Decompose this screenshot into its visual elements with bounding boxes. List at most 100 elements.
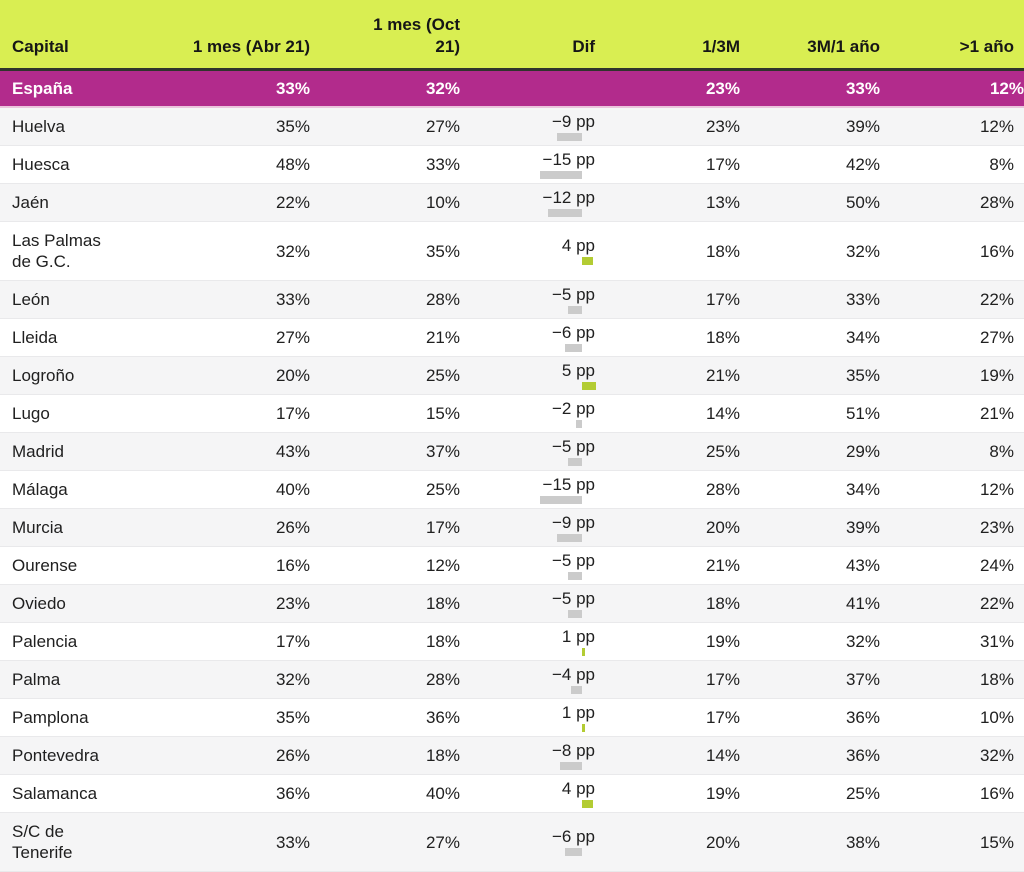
cell-capital: Lugo (0, 394, 130, 433)
dif-value-with-bar: −5 pp (460, 551, 595, 581)
cell-mas-1ano: 18% (880, 660, 1024, 699)
cell-1mes-oct21: 28% (310, 660, 460, 699)
dif-bar-negative (568, 571, 582, 580)
cell-capital: Jaén (0, 183, 130, 222)
cell-1mes-abr21: 35% (130, 698, 310, 737)
cell-dif: −8 pp (460, 736, 595, 775)
dif-label: −2 pp (551, 398, 595, 418)
cell-mas-1ano: 31% (880, 622, 1024, 661)
cell-3m-1ano: 39% (740, 508, 880, 547)
cell-mas-1ano: 21% (880, 394, 1024, 433)
dif-value-with-bar: −6 pp (460, 827, 595, 857)
cell-dif: −15 pp (460, 145, 595, 184)
cell-dif: −12 pp (460, 183, 595, 222)
dif-label: 1 pp (561, 702, 595, 722)
cell-1mes-abr21: 17% (130, 622, 310, 661)
dif-label: 1 pp (561, 626, 595, 646)
cell-1mes-oct21: 21% (310, 318, 460, 357)
dif-label: −5 pp (551, 588, 595, 608)
cell-3m-1ano: 36% (740, 736, 880, 775)
dif-bar-track (460, 723, 595, 733)
cell-1mes-oct21: 27% (310, 812, 460, 872)
cell-dif: −9 pp (460, 107, 595, 146)
table-body: España 33% 32% 23% 33% 12% Huelva 35% 27% −9 pp 23… (0, 69, 1024, 872)
dif-bar-track (460, 533, 595, 543)
table-row: Salamanca 36% 40% 4 pp 19% 25% 16% (0, 774, 1024, 813)
dif-bar-negative (559, 761, 582, 770)
cell-mas-1ano: 27% (880, 318, 1024, 357)
dif-value-with-bar: −8 pp (460, 741, 595, 771)
cell-capital: S/C de Tenerife (0, 812, 130, 872)
cell-mas-1ano: 16% (880, 221, 1024, 281)
cell-1-3m: 20% (595, 508, 740, 547)
table-row: León 33% 28% −5 pp 17% 33% 22% (0, 280, 1024, 319)
cell-1mes-oct21: 25% (310, 356, 460, 395)
cell-dif: −15 pp (460, 470, 595, 509)
table-row: Palma 32% 28% −4 pp 17% 37% 18% (0, 660, 1024, 699)
cell-1mes-abr21: 33% (130, 812, 310, 872)
cell-1mes-abr21: 43% (130, 432, 310, 471)
dif-value-with-bar: −12 pp (460, 188, 595, 218)
cell-1mes-abr21: 48% (130, 145, 310, 184)
cell-1mes-oct21: 25% (310, 470, 460, 509)
cell-1mes-abr21: 32% (130, 221, 310, 281)
cell-mas-1ano: 16% (880, 774, 1024, 813)
cell-3m-1ano: 41% (740, 584, 880, 623)
cell-capital: Lleida (0, 318, 130, 357)
table-row: S/C de Tenerife 33% 27% −6 pp 20% 38% 15% (0, 812, 1024, 872)
dif-bar-track (460, 685, 595, 695)
th-capital: Capital (0, 0, 130, 71)
dif-bar-track (460, 343, 595, 353)
cell-1mes-abr21: 26% (130, 736, 310, 775)
cell-dif: 5 pp (460, 356, 596, 395)
cell-capital: Ourense (0, 546, 130, 585)
th-dif: Dif (460, 0, 595, 71)
cell-mas-1ano: 12% (880, 107, 1024, 146)
cell-1mes-oct21: 40% (310, 774, 460, 813)
cell-1mes-oct21: 37% (310, 432, 460, 471)
cell-dif: 1 pp (460, 622, 595, 661)
dif-bar-track (460, 419, 595, 429)
cell-3m-1ano: 50% (740, 183, 880, 222)
dif-value-with-bar: −6 pp (460, 323, 595, 353)
table-row: Madrid 43% 37% −5 pp 25% 29% 8% (0, 432, 1024, 471)
dif-bar-track (460, 799, 595, 809)
dif-bar-negative (540, 170, 582, 179)
table-row: Lugo 17% 15% −2 pp 14% 51% 21% (0, 394, 1024, 433)
dif-bar-positive (582, 799, 594, 808)
cell-capital: Palencia (0, 622, 130, 661)
cell-1mes-oct21: 28% (310, 280, 460, 319)
table-row-total: España 33% 32% 23% 33% 12% (0, 69, 1024, 108)
table-row: Málaga 40% 25% −15 pp 28% 34% 12% (0, 470, 1024, 509)
table-row: Pamplona 35% 36% 1 pp 17% 36% 10% (0, 698, 1024, 737)
dif-bar-positive (582, 257, 594, 265)
cell-3m-1ano: 35% (740, 356, 880, 395)
cell-1mes-abr21: 23% (130, 584, 310, 623)
dif-bar-negative (568, 609, 582, 618)
dif-value-with-bar: 4 pp (460, 236, 595, 266)
dif-bar-negative (568, 305, 582, 314)
dif-bar-track (460, 381, 596, 391)
cell-1mes-oct21: 18% (310, 622, 460, 661)
dif-bar-negative (576, 419, 582, 428)
th-1mes-oct21: 1 mes (Oct 21) (310, 0, 460, 71)
cell-1mes-oct21: 10% (310, 183, 460, 222)
cell-1-3m: 19% (595, 774, 740, 813)
table-row: Ourense 16% 12% −5 pp 21% 43% 24% (0, 546, 1024, 585)
cell-dif: −5 pp (460, 432, 595, 471)
cell-1mes-abr21: 27% (130, 318, 310, 357)
cell-dif: −2 pp (460, 394, 595, 433)
dif-bar-track (460, 208, 595, 218)
dif-bar-negative (565, 848, 582, 856)
cell-1-3m: 18% (595, 221, 740, 281)
dif-value-with-bar: 4 pp (460, 779, 595, 809)
cell-capital: Huesca (0, 145, 130, 184)
table-row: Pontevedra 26% 18% −8 pp 14% 36% 32% (0, 736, 1024, 775)
cell-1-3m: 21% (595, 356, 740, 395)
cell-mas-1ano: 32% (880, 736, 1024, 775)
dif-bar-positive (582, 381, 596, 390)
cell-3m-1ano: 51% (740, 394, 880, 433)
cell-capital: Murcia (0, 508, 130, 547)
cell-3m-1ano: 39% (740, 107, 880, 146)
